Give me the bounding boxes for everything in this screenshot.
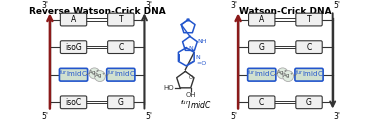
Circle shape <box>283 71 294 81</box>
Text: Ag$^+$: Ag$^+$ <box>94 71 106 81</box>
Text: Reverse Watson-Crick DNA: Reverse Watson-Crick DNA <box>29 7 166 16</box>
Text: O: O <box>189 75 193 80</box>
Text: isoG: isoG <box>65 43 82 52</box>
Circle shape <box>94 71 105 81</box>
Text: 5': 5' <box>230 112 237 121</box>
FancyBboxPatch shape <box>249 13 275 26</box>
FancyBboxPatch shape <box>60 41 87 54</box>
Text: 3': 3' <box>230 1 237 10</box>
Circle shape <box>277 68 288 79</box>
Text: C: C <box>259 98 264 107</box>
FancyBboxPatch shape <box>296 96 322 109</box>
FancyBboxPatch shape <box>248 68 276 81</box>
FancyBboxPatch shape <box>295 68 323 81</box>
Text: N: N <box>195 55 200 60</box>
Text: A: A <box>71 15 76 24</box>
Text: Ag$^+$: Ag$^+$ <box>276 68 289 78</box>
FancyBboxPatch shape <box>59 68 88 81</box>
Text: 3': 3' <box>334 112 341 121</box>
Text: 5': 5' <box>42 112 49 121</box>
Text: 5': 5' <box>334 1 341 10</box>
FancyBboxPatch shape <box>296 13 322 26</box>
FancyBboxPatch shape <box>296 41 322 54</box>
Text: HO: HO <box>163 85 174 91</box>
Text: N: N <box>189 46 193 51</box>
Text: 3': 3' <box>146 1 152 10</box>
FancyBboxPatch shape <box>108 13 134 26</box>
Text: $\mathregular{^{fur}}$ImidC: $\mathregular{^{fur}}$ImidC <box>107 69 135 80</box>
FancyBboxPatch shape <box>60 96 87 109</box>
Text: OH: OH <box>185 92 196 98</box>
Text: isoC: isoC <box>65 98 82 107</box>
Text: $\mathregular{^{fur}}$ImidC: $\mathregular{^{fur}}$ImidC <box>295 69 323 80</box>
FancyBboxPatch shape <box>249 41 275 54</box>
FancyBboxPatch shape <box>249 96 275 109</box>
Text: G: G <box>259 43 265 52</box>
Text: T: T <box>307 15 311 24</box>
Circle shape <box>89 68 100 79</box>
FancyBboxPatch shape <box>60 13 87 26</box>
Text: Watson-Crick DNA: Watson-Crick DNA <box>239 7 332 16</box>
Text: =O: =O <box>196 61 206 66</box>
Text: C: C <box>307 43 311 52</box>
Text: 3': 3' <box>42 1 49 10</box>
Text: G: G <box>118 98 124 107</box>
Text: 5': 5' <box>146 112 152 121</box>
Text: G: G <box>306 98 312 107</box>
Text: $^{fur}$ImidC: $^{fur}$ImidC <box>180 99 212 111</box>
FancyBboxPatch shape <box>108 41 134 54</box>
Text: A: A <box>259 15 264 24</box>
Text: Ag$^+$: Ag$^+$ <box>88 68 101 78</box>
Text: NH: NH <box>198 39 207 44</box>
FancyBboxPatch shape <box>107 68 135 81</box>
Text: $\mathregular{^{fur}}$ImidC: $\mathregular{^{fur}}$ImidC <box>248 69 276 80</box>
FancyBboxPatch shape <box>108 96 134 109</box>
Text: $\mathregular{^{fur}}$ImidC: $\mathregular{^{fur}}$ImidC <box>59 69 88 80</box>
Text: O: O <box>186 18 190 23</box>
Text: T: T <box>118 15 123 24</box>
Text: C: C <box>118 43 124 52</box>
Text: Ag$^+$: Ag$^+$ <box>282 71 294 81</box>
